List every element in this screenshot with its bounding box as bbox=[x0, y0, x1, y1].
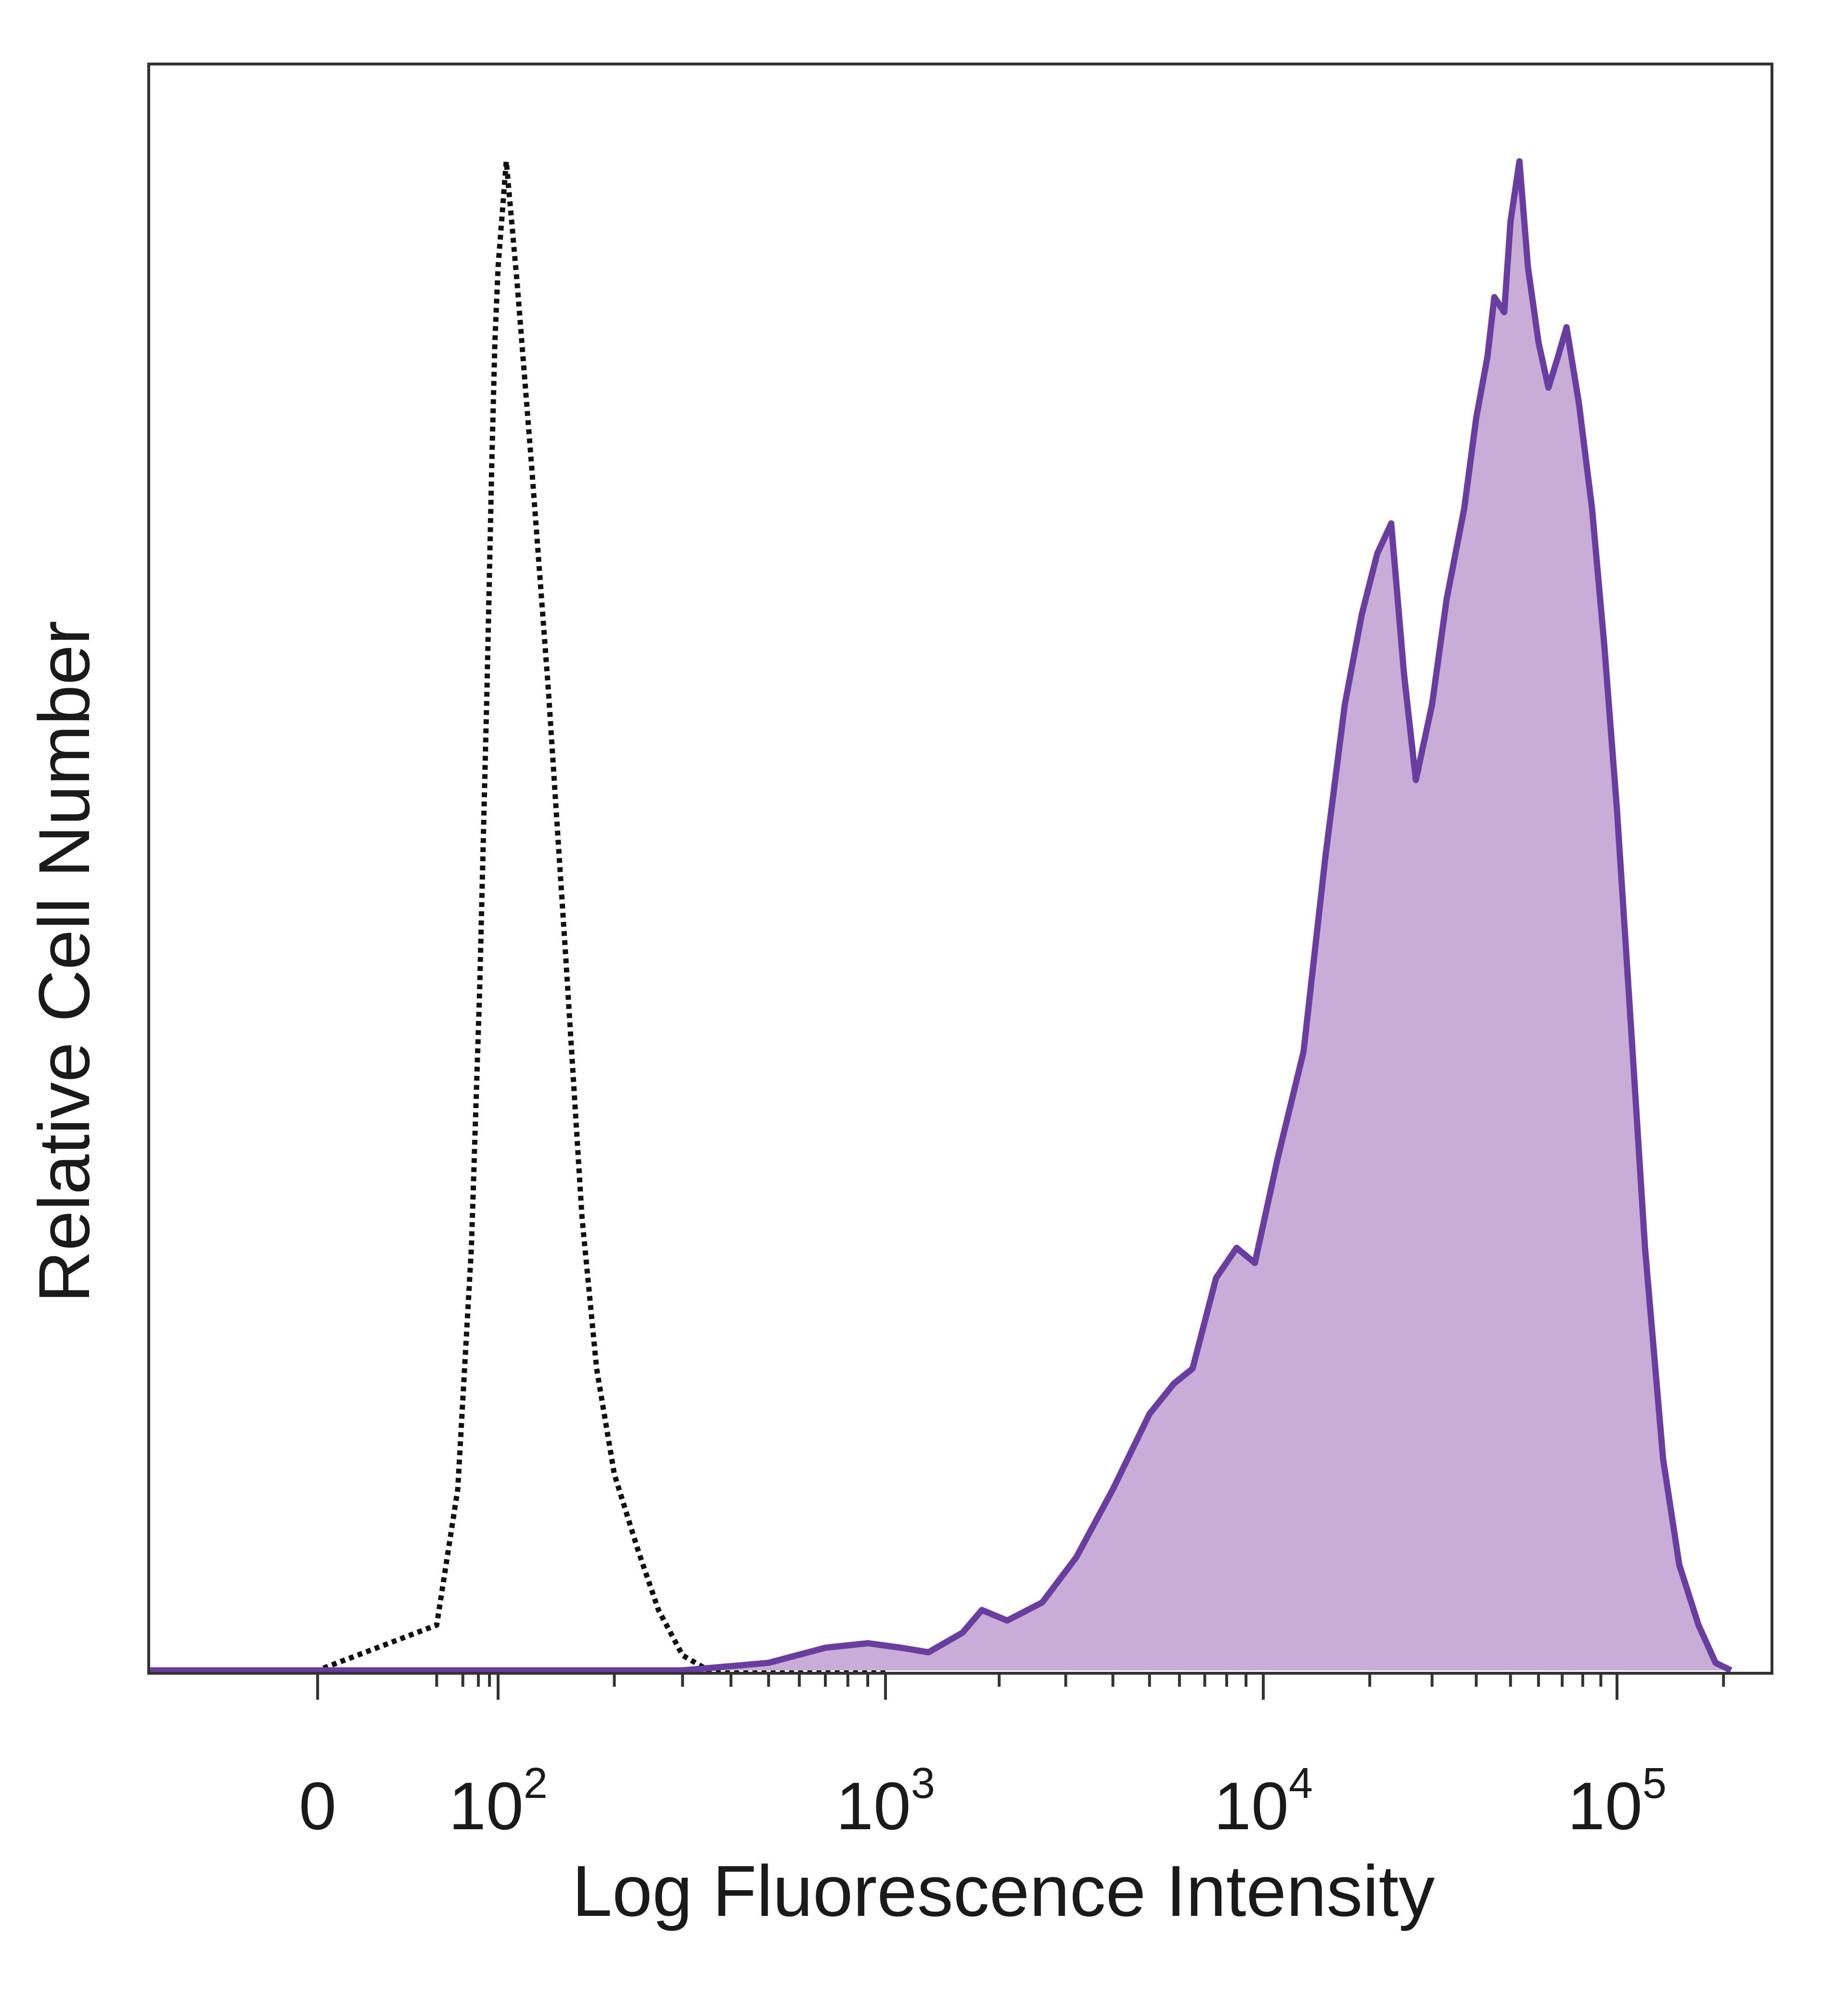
x-tick-label: 0 bbox=[299, 1768, 336, 1844]
series-0-line bbox=[150, 158, 886, 1673]
series-1-line bbox=[150, 158, 1732, 1674]
x-tick-label: 103 bbox=[836, 1759, 935, 1844]
series-1-area bbox=[150, 161, 1731, 1670]
plot-frame bbox=[147, 63, 1773, 1675]
y-axis-title: Relative Cell Number bbox=[24, 620, 104, 1303]
x-tick-label: 104 bbox=[1214, 1759, 1313, 1844]
x-axis-title: Log Fluorescence Intensity bbox=[572, 1850, 1435, 1931]
x-tick-label: 102 bbox=[449, 1759, 548, 1844]
x-tick-label: 105 bbox=[1567, 1759, 1667, 1844]
